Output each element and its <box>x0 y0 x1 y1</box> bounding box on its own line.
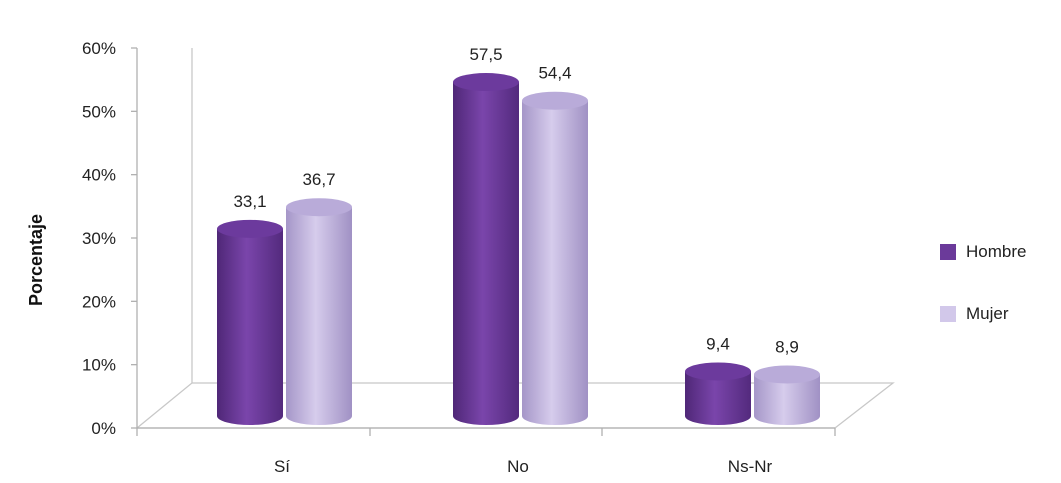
legend-label-hombre: Hombre <box>966 242 1027 261</box>
bar-mujer-2 <box>754 365 820 425</box>
x-axis-categories: Sí No Ns-Nr <box>274 457 773 476</box>
y-tick-label: 10% <box>82 356 116 375</box>
y-tick-label: 40% <box>82 166 116 185</box>
data-labels: 33,1 36,7 57,5 54,4 9,4 8,9 <box>233 45 798 356</box>
legend-swatch-mujer <box>940 306 956 322</box>
y-tick-label: 20% <box>82 292 116 311</box>
x-category-label: Ns-Nr <box>728 457 773 476</box>
bars <box>217 73 820 426</box>
legend: Hombre Mujer <box>940 240 1026 364</box>
y-axis-ticks: 0% 10% 20% 30% 40% 50% 60% <box>82 39 137 438</box>
data-label: 9,4 <box>706 334 730 353</box>
y-axis-label: Porcentaje <box>26 214 46 306</box>
legend-label-mujer: Mujer <box>966 304 1009 323</box>
bar-hombre-0 <box>217 219 283 425</box>
y-tick-label: 30% <box>82 229 116 248</box>
legend-item-mujer: Mujer <box>940 302 1026 326</box>
data-label: 57,5 <box>469 45 502 64</box>
y-tick-label: 50% <box>82 102 116 121</box>
data-label: 33,1 <box>233 192 266 211</box>
bar-hombre-1 <box>453 73 519 426</box>
data-label: 8,9 <box>775 337 799 356</box>
y-tick-label: 60% <box>82 39 116 58</box>
data-label: 36,7 <box>302 170 335 189</box>
x-category-label: Sí <box>274 457 290 476</box>
data-label: 54,4 <box>538 64 571 83</box>
legend-swatch-hombre <box>940 244 956 260</box>
bar-mujer-0 <box>286 198 352 425</box>
back-wall <box>136 48 193 429</box>
bar-hombre-2 <box>685 362 751 425</box>
bar-mujer-1 <box>522 91 588 426</box>
legend-item-hombre: Hombre <box>940 240 1026 264</box>
y-tick-label: 0% <box>91 419 116 438</box>
x-category-label: No <box>507 457 529 476</box>
